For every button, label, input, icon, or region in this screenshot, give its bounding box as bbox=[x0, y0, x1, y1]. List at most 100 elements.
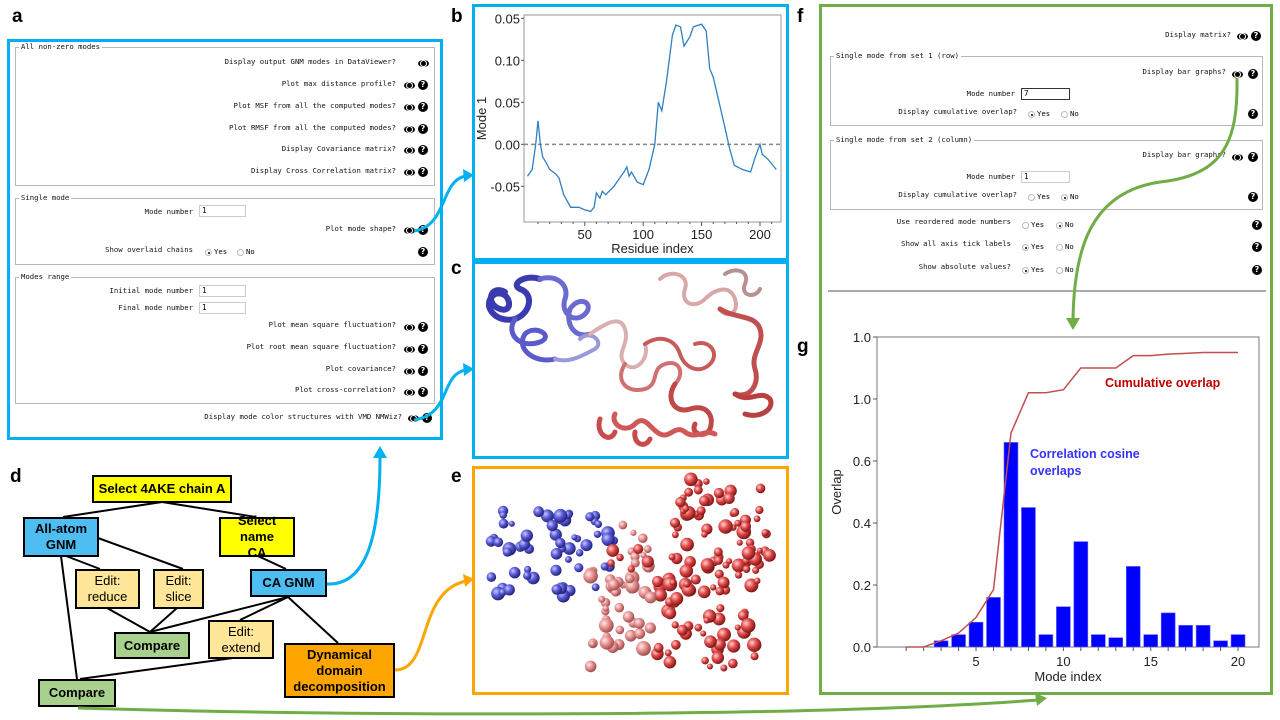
help-icon[interactable]: ? bbox=[1248, 192, 1258, 202]
final-mode-input[interactable]: 1 bbox=[199, 302, 246, 314]
reordered-label: Use reordered mode numbers bbox=[896, 217, 1011, 226]
eye-icon[interactable] bbox=[404, 126, 415, 133]
help-icon[interactable]: ? bbox=[1248, 152, 1258, 162]
radio-yes[interactable] bbox=[205, 249, 212, 256]
edge bbox=[62, 501, 163, 518]
overlap-bar bbox=[951, 634, 966, 648]
help-icon[interactable]: ? bbox=[1248, 69, 1258, 79]
set2-mode-number-input[interactable]: 1 bbox=[1021, 171, 1070, 183]
mode-1-line bbox=[526, 23, 777, 213]
panel-label-d: d bbox=[10, 466, 22, 487]
help-icon[interactable]: ? bbox=[418, 344, 428, 354]
eye-icon[interactable] bbox=[404, 389, 415, 396]
node-edit-slice[interactable]: Edit: slice bbox=[153, 569, 204, 609]
radio-no[interactable] bbox=[1056, 267, 1063, 274]
sphere bbox=[614, 602, 625, 613]
sphere bbox=[499, 511, 508, 519]
x-tick-label: 10 bbox=[1056, 654, 1070, 669]
set1-mode-number-input[interactable]: 7 bbox=[1021, 88, 1070, 100]
mode-number-input[interactable]: 1 bbox=[199, 205, 246, 217]
sphere bbox=[630, 558, 640, 568]
radio-yes[interactable] bbox=[1022, 267, 1029, 274]
node-dynamical-domain-decomposition[interactable]: Dynamical domain decomposition bbox=[284, 643, 395, 698]
node-select-chain[interactable]: Select 4AKE chain A bbox=[92, 475, 232, 503]
sphere bbox=[625, 573, 635, 584]
help-icon[interactable]: ? bbox=[418, 247, 428, 257]
eye-icon[interactable] bbox=[404, 82, 415, 89]
eye-icon[interactable] bbox=[404, 368, 415, 375]
radio-yes[interactable] bbox=[1028, 111, 1035, 118]
sphere bbox=[616, 553, 624, 562]
radio-no[interactable] bbox=[237, 249, 244, 256]
sphere bbox=[546, 519, 558, 532]
help-icon[interactable]: ? bbox=[418, 145, 428, 155]
sphere bbox=[627, 565, 635, 573]
panel-label-b: b bbox=[451, 6, 463, 27]
node-ca-gnm[interactable]: CA GNM bbox=[250, 569, 327, 597]
sphere bbox=[634, 628, 646, 639]
mode-shape-chart: 0.05 0.10 0.05 0.00 -0.05 50 100 150 200 Residue … bbox=[474, 11, 782, 256]
y-tick-label: 0.2 bbox=[853, 578, 871, 593]
help-icon[interactable]: ? bbox=[1251, 31, 1261, 41]
initial-mode-input[interactable]: 1 bbox=[199, 285, 246, 297]
eye-icon[interactable] bbox=[404, 324, 415, 331]
sphere bbox=[663, 655, 677, 669]
eye-icon[interactable] bbox=[408, 415, 419, 422]
panel-c-frame bbox=[472, 261, 789, 459]
sphere bbox=[550, 564, 562, 576]
sphere bbox=[713, 547, 723, 557]
cumulative-overlap-label: Display cumulative overlap? bbox=[898, 190, 1017, 199]
fieldset-legend: Single mode from set 1 (row) bbox=[834, 51, 962, 61]
help-icon[interactable]: ? bbox=[418, 80, 428, 90]
sphere bbox=[716, 604, 725, 613]
sphere bbox=[669, 517, 681, 528]
y-axis-label: Overlap bbox=[829, 469, 844, 515]
sphere bbox=[669, 579, 677, 586]
radio-no[interactable] bbox=[1061, 194, 1068, 201]
node-edit-reduce[interactable]: Edit: reduce bbox=[75, 569, 140, 609]
eye-icon[interactable] bbox=[404, 346, 415, 353]
help-icon[interactable]: ? bbox=[418, 167, 428, 177]
node-all-atom-gnm[interactable]: All-atom GNM bbox=[23, 517, 99, 557]
sphere bbox=[583, 569, 598, 584]
eye-icon[interactable] bbox=[404, 227, 415, 234]
node-compare[interactable]: Compare bbox=[114, 632, 190, 659]
eye-icon[interactable] bbox=[404, 147, 415, 154]
eye-icon[interactable] bbox=[1237, 33, 1248, 40]
sphere bbox=[607, 559, 615, 567]
fieldset-legend: Modes range bbox=[19, 272, 72, 282]
node-edit-extend[interactable]: Edit: extend bbox=[208, 620, 274, 659]
sphere bbox=[755, 483, 766, 494]
overlap-bar bbox=[1038, 634, 1054, 648]
help-icon[interactable]: ? bbox=[418, 124, 428, 134]
radio-yes[interactable] bbox=[1028, 194, 1035, 201]
sphere bbox=[533, 506, 545, 518]
node-compare[interactable]: Compare bbox=[38, 679, 116, 707]
eye-icon[interactable] bbox=[404, 104, 415, 111]
help-icon[interactable]: ? bbox=[418, 322, 428, 332]
help-icon[interactable]: ? bbox=[1252, 265, 1262, 275]
radio-no[interactable] bbox=[1056, 222, 1063, 229]
radio-yes[interactable] bbox=[1022, 244, 1029, 251]
x-tick-label: 20 bbox=[1231, 654, 1245, 669]
radio-yes[interactable] bbox=[1022, 222, 1029, 229]
divider bbox=[828, 290, 1266, 292]
radio-no[interactable] bbox=[1061, 111, 1068, 118]
eye-icon[interactable] bbox=[404, 169, 415, 176]
help-icon[interactable]: ? bbox=[1252, 220, 1262, 230]
sphere bbox=[555, 537, 566, 549]
sphere bbox=[644, 591, 657, 604]
radio-no[interactable] bbox=[1056, 244, 1063, 251]
help-icon[interactable]: ? bbox=[1248, 109, 1258, 119]
help-icon[interactable]: ? bbox=[1252, 242, 1262, 252]
eye-icon[interactable] bbox=[418, 60, 429, 67]
annotation-correlation-line2: overlaps bbox=[1030, 464, 1081, 478]
overlap-bar bbox=[1213, 640, 1228, 648]
x-tick-label: 100 bbox=[632, 227, 654, 242]
overlap-bar bbox=[1143, 634, 1158, 648]
node-select-ca[interactable]: Select name CA bbox=[219, 513, 295, 560]
eye-icon[interactable] bbox=[1232, 71, 1243, 78]
sphere bbox=[540, 509, 555, 523]
option-label: Display Covariance matrix? bbox=[281, 144, 396, 153]
help-icon[interactable]: ? bbox=[418, 102, 428, 112]
